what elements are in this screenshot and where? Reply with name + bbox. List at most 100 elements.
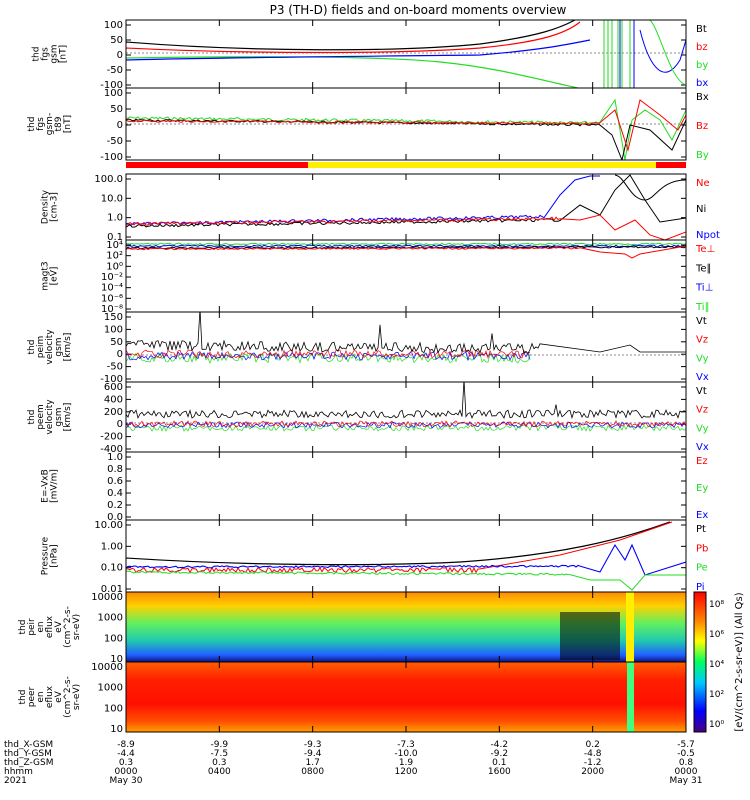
legend-Ey: Ey [696,483,708,494]
legend-by: by [696,60,708,71]
legend-Pi: Pi [696,582,705,593]
panel-ylabel: gsm [50,44,60,63]
panel-ylabel: thd [32,47,42,62]
y-tick-label: 0.0 [107,512,123,523]
series-Vt [126,312,686,355]
x-col-value: 1200 [395,767,418,777]
x-row-label: thd_X-GSM [4,740,53,750]
y-tick-label: 100 [104,88,123,99]
panel-frame [125,381,687,453]
y-tick-label: 10⁻² [101,272,123,283]
y-tick-label: 10⁻⁸ [101,304,123,315]
y-tick-label: 1.0 [107,452,123,463]
panel-ylabel: Density [41,189,51,224]
x-col-value: -4.2 [491,740,509,750]
legend-bz: bz [696,42,708,53]
y-tick-label: 1000 [98,683,123,694]
colorbar-tick-label: 10⁰ [709,720,724,730]
x-col-value: 0.2 [586,740,600,750]
panel-ylabel: [nT] [59,45,69,63]
legend-Ex: Ex [696,510,708,521]
panel-ylabel: velocity [45,329,55,365]
x-col-value: 1600 [488,767,511,777]
x-col-value: -9.2 [491,749,509,759]
panel-plot-area [126,521,686,591]
x-col-value: -9.4 [304,749,322,759]
panel-ylabel: [eV] [50,267,60,286]
panel-ylabel: eV [54,620,64,633]
legend-By: By [696,150,709,161]
panel-plot-area [126,382,686,432]
legend-Ez: Ez [696,456,708,467]
y-tick-label: 0.4 [107,488,123,499]
x-col-value: 0.3 [212,758,226,768]
y-tick-label: 200 [104,407,123,418]
y-tick-label: 0.1 [107,232,123,243]
mode-bar-yellow [308,162,656,168]
series-Vy [126,424,686,432]
spectrogram-peer-band [627,662,634,732]
panel-ylabel: peer [27,686,37,707]
x-col-value: May 31 [670,776,703,786]
y-tick-label: -400 [100,444,123,455]
legend-Ti⊥: Ti⊥ [695,283,713,294]
panel-frame [125,519,687,593]
series-Ni-peak [614,174,686,201]
panel-ylabel: eflux [45,615,55,638]
spectrogram-peir-band [626,592,634,662]
x-col-value: 0000 [115,767,138,777]
panel-ylabel: fgs [41,47,51,61]
x-col-value: -9.9 [211,740,229,750]
panel-ylabel: thd [18,690,28,705]
colorbar-tick-label: 10⁸ [709,600,724,610]
panel-plot-area [126,98,686,160]
series-bx [126,39,591,61]
legend-Ti∥: Ti∥ [695,302,710,313]
legend-Te⊥: Te⊥ [695,244,715,255]
panel-plot-area [126,174,686,240]
series-Npot [126,175,600,226]
panel-ylabel: [mV/m] [50,469,60,503]
y-tick-label: 1.0 [107,213,123,224]
panel-frame [125,19,687,89]
panel-ylabel: en [36,691,46,702]
y-tick-label: 150 [104,312,123,323]
panel-ylabel: Pressure [41,536,51,575]
x-col-value: -7.3 [397,740,415,750]
y-tick-label: 0.2 [107,500,123,511]
y-tick-label: 10000 [91,662,123,673]
x-col-value: 0.3 [119,758,133,768]
panel-ylabel: gsm [54,407,64,426]
y-tick-label: 10.0 [101,193,123,204]
y-tick-label: 0 [117,419,123,430]
y-tick-label: -50 [107,136,123,147]
y-tick-label: 0 [117,349,123,360]
y-tick-label: 100 [104,703,123,714]
panel-ylabel: peir [27,618,37,636]
y-tick-label: -100 [100,152,123,163]
panel-plot-area [126,662,686,732]
x-col-value: 0.1 [492,758,506,768]
panel-pressure: Pressure [nPa] 10.00 1.00 0.10 0.01 Pt Pb Pe Pi [41,519,708,595]
y-tick-label: 50 [110,104,123,115]
x-col-value: -5.7 [677,740,695,750]
series-bx-end [639,29,686,73]
y-tick-label: 1000 [98,613,123,624]
legend-Pe: Pe [696,563,708,574]
panel-ylabel: [km/s] [63,333,73,362]
mode-bar-red [126,162,308,168]
panel-density: Density [cm-3] 100.0 10.0 1.0 0.1 Ne Ni Npot [41,173,720,243]
panel-ylabel: thd [18,620,28,635]
colorbar-tick-label: 10⁶ [709,630,724,640]
legend-Vt: Vt [696,316,707,327]
y-tick-label: 0 [117,120,123,131]
legend-Vt: Vt [696,386,707,397]
legend-Vy: Vy [696,353,709,364]
x-row-label: thd_Y-GSM [4,749,52,759]
x-row-label: 2021 [4,776,27,786]
spectrogram-peer [126,662,686,732]
panel-ylabel: [nPa] [50,544,60,567]
series-Ne [126,214,686,240]
y-tick-label: 1.00 [101,541,123,552]
